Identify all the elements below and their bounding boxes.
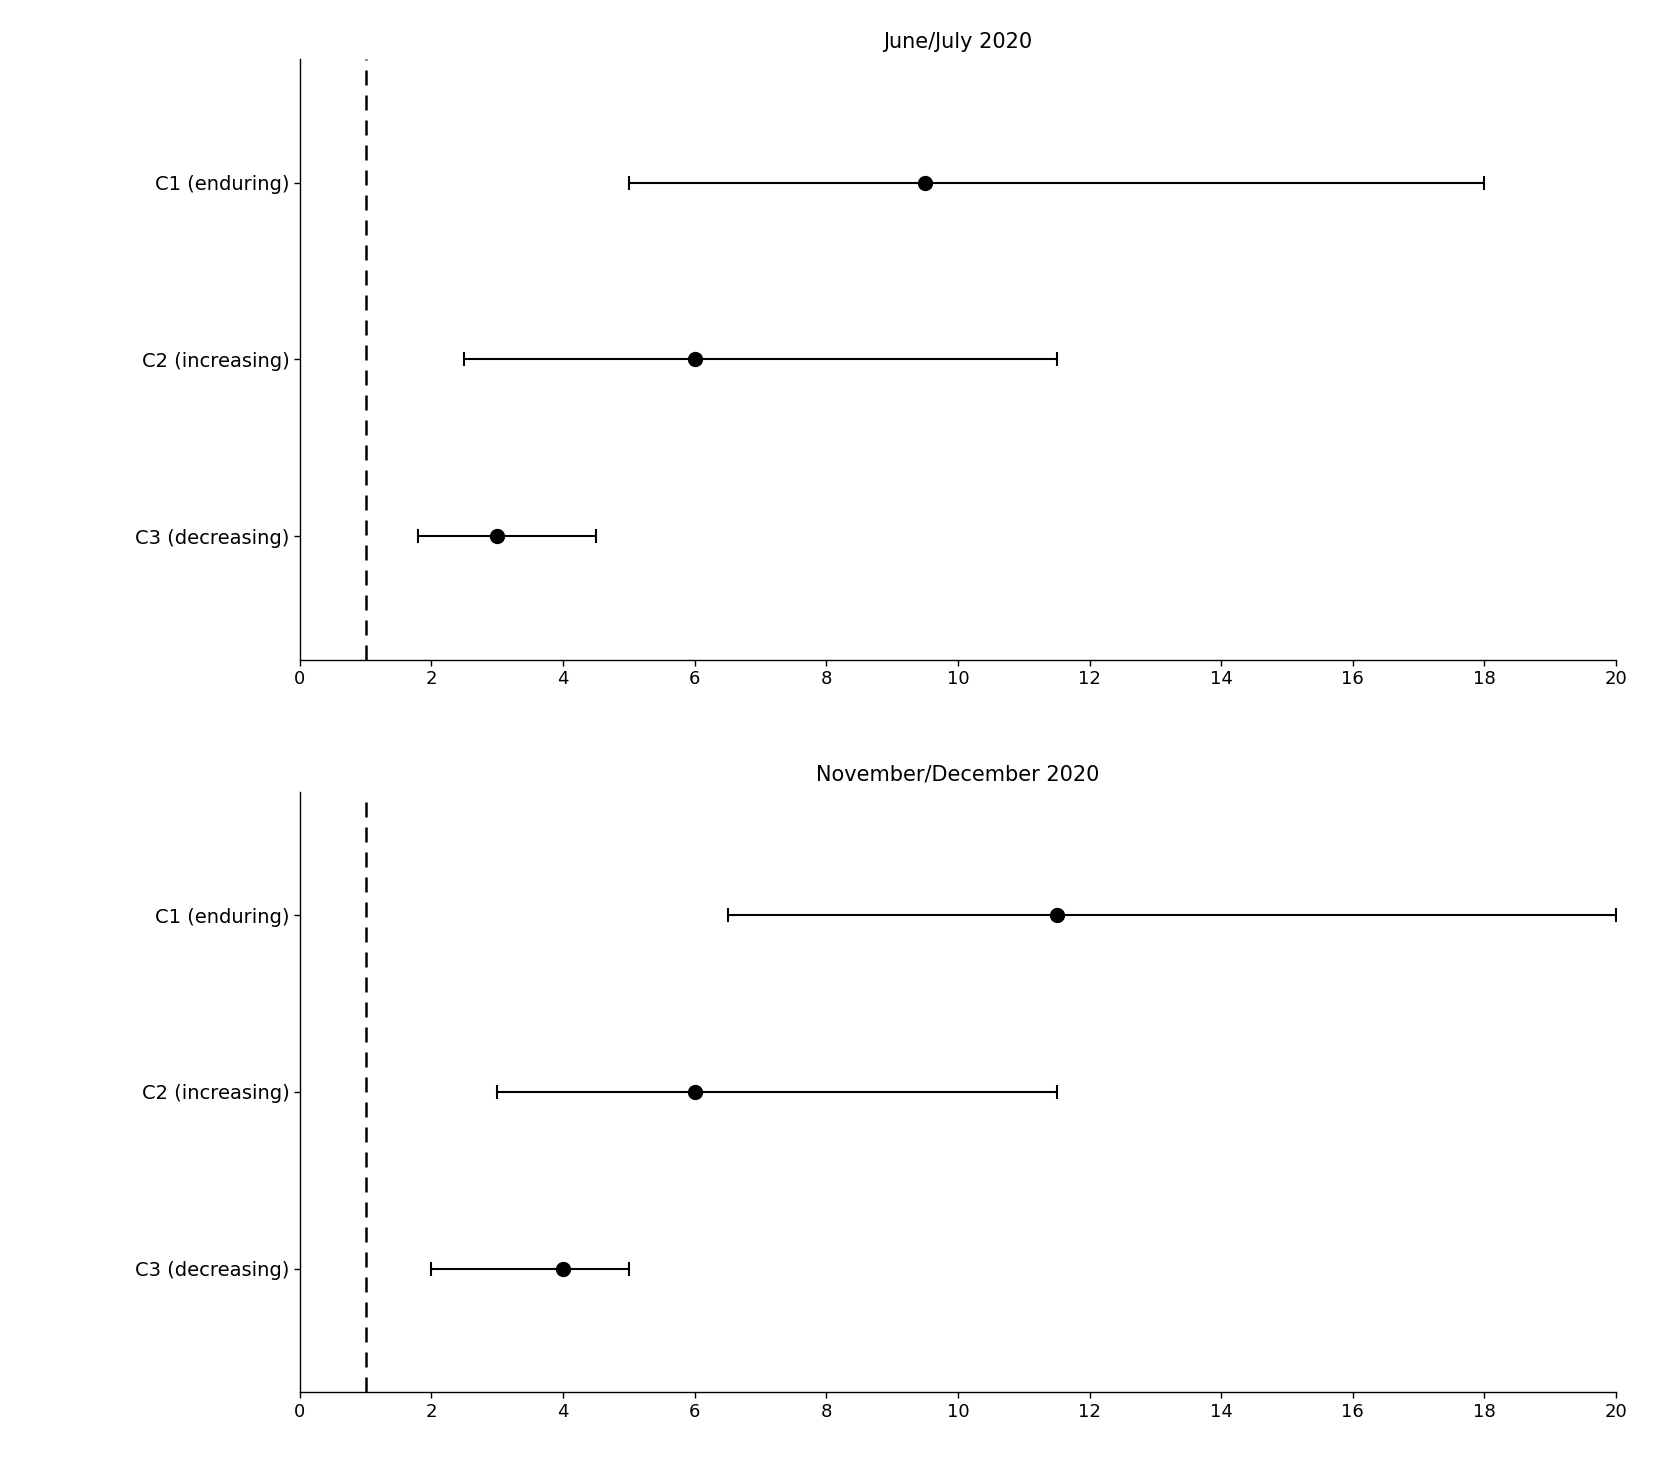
Title: June/July 2020: June/July 2020 bbox=[883, 33, 1033, 52]
Title: November/December 2020: November/December 2020 bbox=[816, 764, 1100, 785]
